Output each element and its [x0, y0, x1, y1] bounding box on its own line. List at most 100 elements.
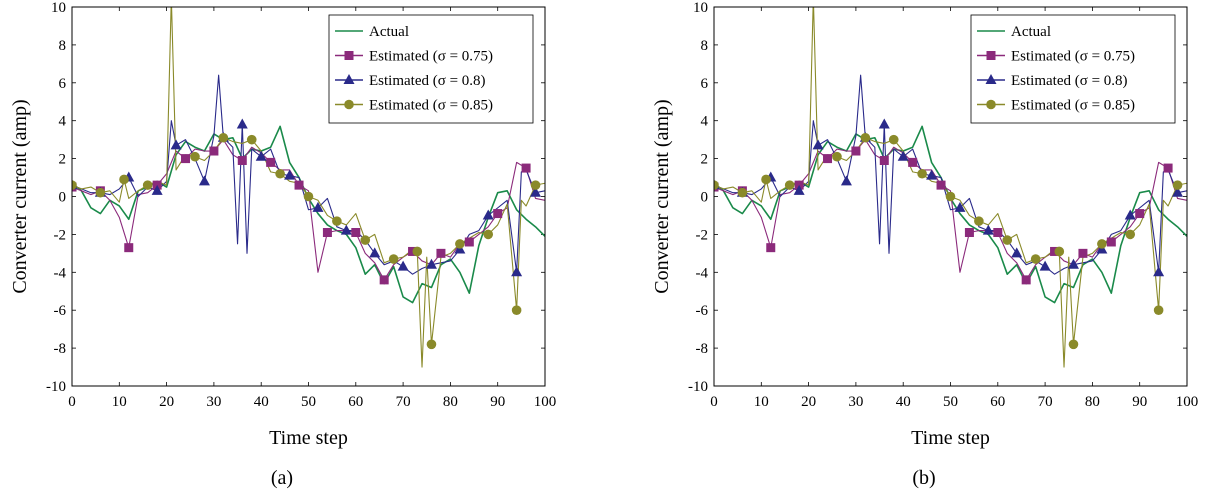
series-sigma-085-point: [1068, 339, 1079, 350]
series-actual-line: [714, 125, 1187, 304]
series-sigma-085-point: [72, 180, 77, 190]
x-tick-label: 80: [1085, 394, 1100, 410]
series-sigma-085-point: [888, 134, 899, 145]
panel-caption: (a): [271, 467, 293, 489]
series-sigma-08-point: [511, 266, 523, 277]
y-tick-label: 6: [59, 76, 67, 92]
y-tick-label: 8: [59, 38, 67, 54]
series-sigma-08-point: [170, 139, 182, 150]
series-actual-legend-label: Actual: [1011, 24, 1051, 40]
series-sigma-08-legend-label: Estimated (σ = 0.8): [369, 73, 486, 89]
series-sigma-075-point: [294, 180, 304, 190]
series-sigma-085-point: [218, 132, 229, 143]
series-sigma-08-legend-label: Estimated (σ = 0.8): [1011, 73, 1128, 89]
series-sigma-085-point: [974, 216, 984, 226]
x-tick-label: 50: [301, 394, 316, 410]
x-tick-label: 0: [68, 394, 76, 410]
series-sigma-085-point: [412, 246, 423, 257]
series-sigma-085-point: [1097, 239, 1107, 249]
x-tick-label: 0: [710, 394, 718, 410]
series-sigma-085-point: [860, 132, 871, 143]
x-tick-label: 90: [1132, 394, 1147, 410]
y-axis-label: Converter current (amp): [9, 99, 31, 293]
series-sigma-08-point: [236, 118, 248, 129]
y-tick-label: -10: [688, 379, 708, 395]
y-tick-label: 4: [59, 114, 67, 130]
x-tick-label: 80: [443, 394, 458, 410]
series-sigma-085-point: [737, 187, 748, 198]
series-sigma-075-point: [1021, 275, 1031, 285]
series-sigma-085-point: [190, 151, 200, 162]
x-tick-label: 40: [896, 394, 911, 410]
series-sigma-08-point: [1039, 260, 1051, 271]
series-sigma-085-point: [1054, 246, 1065, 257]
series-sigma-08-point: [1011, 247, 1023, 258]
series-sigma-085-point: [167, 0, 177, 2]
x-tick-label: 20: [159, 394, 174, 410]
x-tick-label: 20: [801, 394, 816, 410]
series-sigma-085-point: [511, 305, 522, 316]
series-sigma-08-point: [897, 150, 909, 161]
series-sigma-085-point: [1002, 235, 1013, 245]
series-sigma-075-point: [851, 146, 861, 156]
series-sigma-075-point: [1106, 237, 1116, 247]
y-tick-label: -10: [46, 379, 66, 395]
series-sigma-075-point: [464, 237, 474, 247]
x-tick-label: 50: [943, 394, 958, 410]
x-axis-label: Time step: [269, 427, 348, 449]
x-tick-label: 30: [206, 394, 221, 410]
axes-frame: [713, 6, 1188, 387]
series-sigma-08-point: [482, 209, 494, 220]
series-sigma-085-point: [142, 180, 153, 190]
series-sigma-075-point: [322, 228, 332, 238]
series-actual-legend-label: Actual: [369, 24, 409, 40]
series-sigma-075-point: [936, 180, 946, 190]
series-sigma-075-point: [379, 275, 389, 285]
series-sigma-085-point: [332, 216, 342, 226]
series-sigma-075-point: [351, 228, 361, 238]
series-sigma-08-point: [340, 224, 352, 235]
series-sigma-075-legend-label: Estimated (σ = 0.75): [369, 49, 493, 65]
series-sigma-075-legend-marker: [344, 51, 354, 60]
axes-frame: [71, 6, 546, 387]
panel-caption: (b): [912, 467, 935, 489]
series-sigma-085-point: [530, 180, 541, 190]
series-sigma-075-point: [436, 248, 446, 258]
x-tick-label: 90: [490, 394, 505, 410]
series-sigma-075-point: [521, 163, 531, 173]
legend: Actual Estimated (σ = 0.75) Estimated (σ =…: [328, 14, 534, 124]
series-sigma-085-legend-label: Estimated (σ = 0.85): [369, 98, 493, 114]
series-sigma-08-point: [1153, 266, 1165, 277]
chart-panel-b: 0 10 20 30 40 50 60 70 80 90 100 -10 -8 -6 -4 -2 0 2 4 6 8 10…: [651, 0, 1198, 489]
y-tick-label: 6: [701, 76, 709, 92]
series-sigma-085-point: [483, 229, 494, 240]
y-tick-label: 2: [701, 152, 709, 168]
series-sigma-075-point: [766, 243, 776, 253]
y-tick-label: -2: [696, 227, 709, 243]
series-sigma-075-point: [1078, 248, 1088, 258]
y-tick-label: 10: [693, 0, 708, 16]
series-actual-line: [72, 125, 545, 304]
series-sigma-08-point: [397, 260, 409, 271]
series-sigma-08-point: [812, 139, 824, 150]
series-sigma-085-point: [426, 339, 437, 350]
x-tick-label: 60: [990, 394, 1005, 410]
series-sigma-075-legend-label: Estimated (σ = 0.75): [1011, 49, 1135, 65]
series-sigma-08-point: [530, 186, 542, 197]
x-tick-label: 100: [1176, 394, 1199, 410]
series-sigma-085-point: [275, 168, 285, 179]
series-sigma-085-point: [945, 191, 956, 202]
series-sigma-085-point: [388, 254, 399, 264]
series-sigma-085-point: [1125, 229, 1136, 240]
y-tick-label: 0: [59, 190, 67, 206]
series-sigma-08-point: [954, 201, 966, 212]
y-tick-label: -8: [696, 341, 709, 357]
series-sigma-08-point: [878, 118, 890, 129]
series-sigma-08-legend-marker: [985, 74, 997, 84]
y-tick-label: 8: [701, 38, 709, 54]
series-sigma-085-point: [761, 174, 771, 185]
series-sigma-085-point: [360, 235, 371, 245]
series-sigma-085-point: [1030, 254, 1041, 264]
y-tick-label: -4: [696, 265, 709, 281]
plot-area: [714, 7, 1187, 368]
